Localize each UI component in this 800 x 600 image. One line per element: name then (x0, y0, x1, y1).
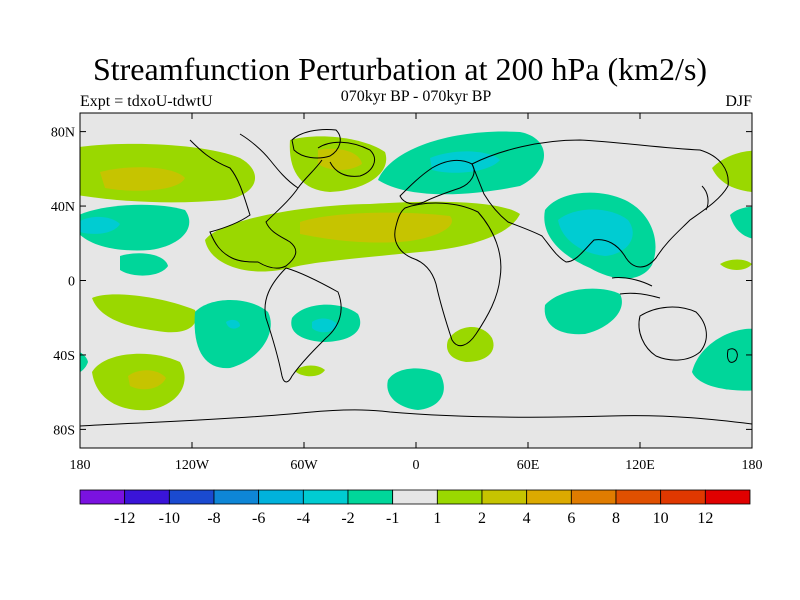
colorbar-label: -4 (297, 510, 310, 527)
anomaly-positive-core-nw-pacific (100, 167, 185, 191)
colorbar-swatch (704, 489, 751, 505)
coastline-australia (638, 306, 707, 361)
colorbar-label: 4 (523, 510, 531, 527)
colorbar-label: 6 (567, 510, 575, 527)
anomaly-negative-east-edge (730, 206, 752, 239)
coastline-antarctica (80, 409, 752, 427)
experiment-label: Expt = tdxoU-tdwtU (80, 93, 213, 110)
colorbar-label: -10 (159, 510, 180, 527)
colorbar-swatch (481, 489, 528, 505)
colorbar-swatch (79, 489, 126, 505)
anomaly-positive-core-n-atlantic-west (318, 148, 362, 170)
colorbar-label: -6 (252, 510, 265, 527)
anomaly-negative-indian-ocean (544, 288, 622, 335)
y-tick-label: 40N (51, 200, 75, 215)
anomaly-negative-southern-ocean (387, 368, 444, 410)
colorbar: -12 -10 -8 -6 -4 -2 -1 1 2 4 6 8 10 12 (79, 489, 751, 527)
colorbar-swatch (392, 489, 438, 505)
coastline-asia (471, 139, 729, 268)
anomaly-negative-south-pacific-east (194, 300, 271, 369)
x-tick-label: 60E (517, 458, 540, 473)
coastline-north-america (189, 133, 375, 269)
anomaly-positive-ne-corner (712, 150, 752, 192)
colorbar-label: 10 (653, 510, 669, 527)
anomaly-negative-core-eurasia (430, 151, 500, 173)
coastline-indonesia (611, 277, 661, 299)
coastline-greenland (291, 129, 341, 159)
x-tick-label: 180 (70, 458, 91, 473)
anomaly-positive-core-south-pacific-south (128, 370, 166, 390)
y-tick-label: 0 (68, 275, 75, 290)
colorbar-label: 1 (433, 510, 441, 527)
anomaly-positive-south-pacific (92, 294, 197, 333)
x-tick-label: 120E (625, 458, 655, 473)
colorbar-swatch (302, 489, 349, 505)
season-label: DJF (725, 93, 752, 110)
anomaly-negative-core-south-atlantic (312, 318, 338, 333)
coastline-japan (701, 185, 709, 211)
coastline-europe (399, 160, 475, 205)
colorbar-label: -2 (341, 510, 354, 527)
colorbar-swatch (615, 489, 662, 505)
anomaly-negative-central-pacific-tail (120, 253, 168, 276)
colorbar-swatch (436, 489, 483, 505)
y-axis: 80N 40N 0 40S 80S (51, 126, 752, 438)
coastline-africa (394, 202, 502, 347)
anomaly-fields (80, 131, 752, 411)
x-tick-label: 60W (290, 458, 318, 473)
colorbar-swatch (258, 489, 304, 505)
anomaly-negative-core-central-pacific (80, 217, 120, 234)
colorbar-label: 12 (697, 510, 713, 527)
x-tick-label: 180 (742, 458, 763, 473)
coastline-new-zealand (727, 348, 738, 363)
colorbar-label: -12 (114, 510, 135, 527)
colorbar-label: -8 (207, 510, 220, 527)
x-axis: 180 120W 60W 0 60E 120E 180 (70, 113, 763, 473)
colorbar-swatch (213, 489, 260, 505)
colorbar-label: -1 (386, 510, 399, 527)
y-tick-label: 40S (53, 349, 75, 364)
anomaly-positive-core-tropical-atlantic (300, 212, 452, 243)
anomaly-negative-southern-ocean-east (692, 328, 752, 391)
anomaly-negative-west-edge (80, 352, 88, 373)
anomaly-positive-west-pacific-east (720, 259, 752, 270)
colorbar-swatch (168, 489, 215, 505)
x-tick-label: 0 (413, 458, 420, 473)
anomaly-positive-south-atlantic-small (296, 365, 325, 377)
period-label: 070kyr BP - 070kyr BP (340, 88, 492, 105)
y-tick-label: 80S (53, 423, 75, 438)
map-title: Streamfunction Perturbation at 200 hPa (… (92, 51, 708, 87)
coastline-south-america (264, 267, 342, 383)
colorbar-swatch (347, 489, 394, 505)
colorbar-swatch (526, 489, 572, 505)
y-tick-label: 80N (51, 126, 75, 141)
colorbar-swatch (570, 489, 617, 505)
anomaly-negative-core-south-pacific-east (226, 319, 240, 329)
x-tick-label: 120W (175, 458, 210, 473)
anomaly-negative-central-pacific (80, 204, 190, 251)
colorbar-label: 2 (478, 510, 486, 527)
anomaly-positive-south-africa (446, 326, 494, 362)
colorbar-swatch (660, 489, 706, 505)
colorbar-label: 8 (612, 510, 620, 527)
coastlines (80, 129, 752, 427)
colorbar-swatch (124, 489, 170, 505)
